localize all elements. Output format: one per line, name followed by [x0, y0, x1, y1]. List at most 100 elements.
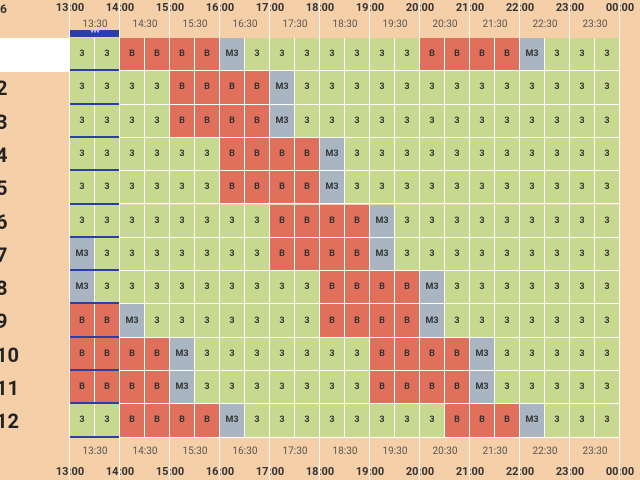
schedule-cell: B	[120, 371, 145, 405]
hour-label-top: 23:00	[555, 1, 585, 14]
schedule-cell: 3	[570, 38, 595, 72]
schedule-cell: B	[295, 171, 320, 205]
schedule-cell: M3	[70, 237, 95, 272]
schedule-cell: 3	[520, 304, 545, 338]
half-hour-label-top: 16:30	[232, 19, 258, 30]
half-hour-label-bottom: 20:30	[432, 446, 458, 457]
schedule-cell: B	[170, 38, 195, 72]
hour-label-bottom: 21:00	[455, 465, 485, 478]
schedule-cell: 3	[520, 337, 545, 371]
half-hour-label-bottom: 18:30	[332, 446, 358, 457]
row-label: 10	[0, 342, 19, 367]
schedule-cell: B	[395, 337, 420, 371]
schedule-cell: B	[120, 38, 145, 72]
schedule-cell: 3	[70, 38, 95, 72]
schedule-cell: 3	[570, 237, 595, 272]
schedule-cell: 3	[495, 71, 520, 105]
schedule-cell: 3	[495, 371, 520, 405]
schedule-cell: 3	[420, 204, 445, 238]
schedule-cell: 3	[595, 304, 620, 338]
schedule-cell: 3	[370, 137, 395, 172]
row-label: 8	[0, 276, 8, 301]
hour-label-bottom: 16:00	[205, 465, 235, 478]
schedule-cell: 3	[445, 104, 470, 138]
half-hour-label-top: 22:30	[532, 19, 558, 30]
row-underline	[70, 335, 120, 338]
half-hour-label-top: 13:30	[82, 19, 108, 30]
schedule-cell: 3	[245, 204, 270, 238]
hour-divider	[569, 0, 570, 480]
schedule-cell: 3	[295, 71, 320, 105]
schedule-cell: B	[295, 204, 320, 238]
schedule-cell: 3	[595, 237, 620, 272]
schedule-cell: 3	[445, 237, 470, 272]
schedule-cell: B	[370, 271, 395, 305]
schedule-cell: 3	[420, 71, 445, 105]
schedule-cell: 3	[395, 38, 420, 72]
schedule-cell: 3	[95, 271, 120, 305]
schedule-cell: 3	[395, 71, 420, 105]
schedule-cell: 3	[570, 171, 595, 205]
schedule-cell: M3	[320, 137, 345, 172]
schedule-cell: B	[120, 404, 145, 438]
schedule-cell: 3	[95, 171, 120, 205]
schedule-cell: B	[145, 404, 170, 438]
schedule-cell: 3	[195, 204, 220, 238]
schedule-cell: 3	[570, 204, 595, 238]
half-hour-label-top: 20:30	[432, 19, 458, 30]
blank-label-cell	[0, 38, 70, 72]
schedule-cell: 3	[595, 271, 620, 305]
schedule-cell: 3	[370, 104, 395, 138]
hour-label-bottom: 14:00	[105, 465, 135, 478]
schedule-cell: 3	[95, 204, 120, 238]
schedule-cell: B	[295, 137, 320, 172]
schedule-cell: 3	[420, 237, 445, 272]
schedule-cell: 3	[570, 371, 595, 405]
schedule-cell: B	[95, 337, 120, 371]
schedule-cell: B	[370, 337, 395, 371]
row-underline	[70, 202, 120, 205]
schedule-cell: 3	[545, 38, 570, 72]
schedule-cell: 3	[220, 237, 245, 272]
schedule-cell: B	[295, 237, 320, 272]
schedule-cell: 3	[445, 171, 470, 205]
schedule-cell: B	[70, 304, 95, 338]
half-hour-label-top: 21:30	[482, 19, 508, 30]
schedule-cell: 3	[170, 137, 195, 172]
schedule-cell: B	[170, 104, 195, 138]
schedule-cell: 3	[395, 204, 420, 238]
schedule-cell: 3	[520, 104, 545, 138]
schedule-cell: 3	[595, 38, 620, 72]
schedule-cell: 3	[195, 337, 220, 371]
schedule-cell: B	[370, 371, 395, 405]
schedule-cell: 3	[395, 137, 420, 172]
half-hour-label-top: 15:30	[182, 19, 208, 30]
schedule-cell: B	[345, 271, 370, 305]
schedule-cell: 3	[170, 304, 195, 338]
schedule-cell: 3	[595, 371, 620, 405]
schedule-cell: B	[445, 38, 470, 72]
schedule-cell: 3	[595, 137, 620, 172]
schedule-cell: B	[195, 71, 220, 105]
schedule-cell: 3	[295, 371, 320, 405]
schedule-cell: 3	[495, 137, 520, 172]
current-marker: ***	[70, 30, 120, 37]
schedule-cell: 3	[220, 271, 245, 305]
schedule-cell: B	[420, 38, 445, 72]
schedule-cell: 3	[345, 337, 370, 371]
schedule-cell: B	[220, 104, 245, 138]
schedule-cell: 3	[320, 337, 345, 371]
schedule-cell: 3	[570, 271, 595, 305]
schedule-cell: M3	[170, 371, 195, 405]
half-hour-label-top: 17:30	[282, 19, 308, 30]
row-label: 2	[0, 76, 8, 101]
hour-divider	[219, 0, 220, 480]
hour-divider	[619, 0, 620, 480]
corner-label: 6	[0, 2, 7, 16]
schedule-cell: 3	[520, 137, 545, 172]
schedule-cell: 3	[70, 104, 95, 138]
schedule-cell: 3	[545, 271, 570, 305]
row-label: 5	[0, 176, 8, 201]
schedule-cell: 3	[120, 104, 145, 138]
schedule-cell: 3	[145, 171, 170, 205]
